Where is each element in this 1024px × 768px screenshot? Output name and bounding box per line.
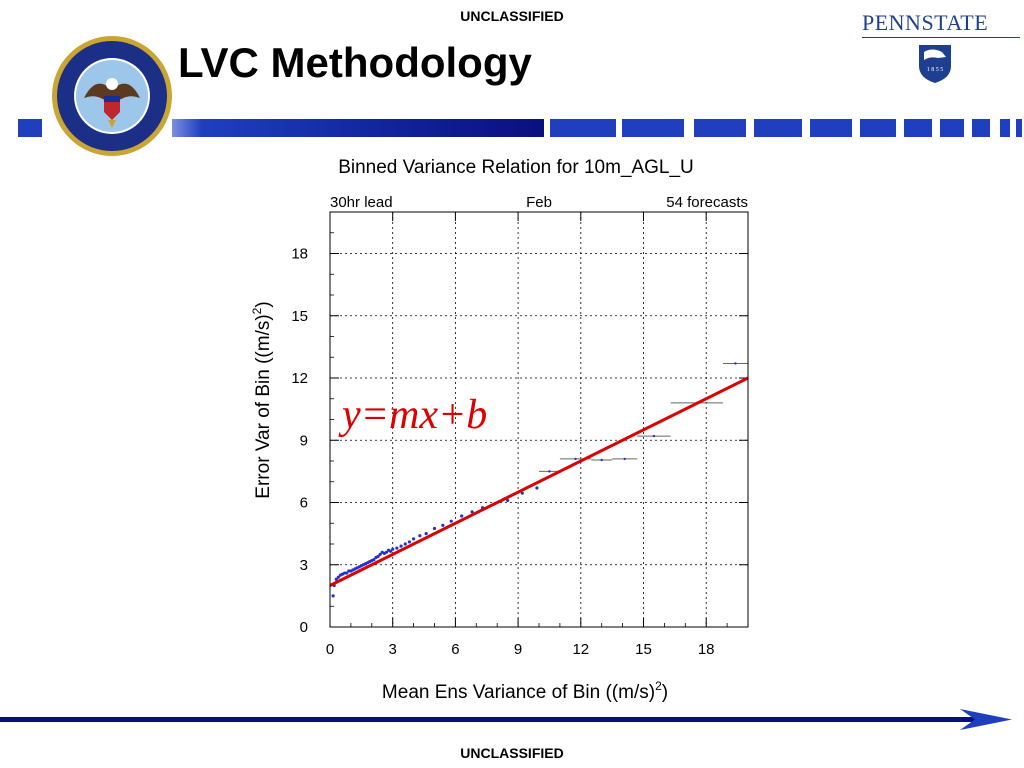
- x-tick-label: 15: [635, 641, 652, 658]
- data-point: [372, 557, 376, 562]
- y-axis-label: Error Var of Bin ((m/s)2): [250, 301, 274, 498]
- bin-point: [574, 457, 577, 461]
- y-tick-label: 18: [291, 246, 308, 263]
- data-point: [412, 537, 416, 541]
- data-point: [535, 486, 539, 490]
- slide-title: LVC Methodology: [178, 39, 532, 86]
- penn-state-year: 1 8 5 5: [927, 67, 944, 73]
- data-point: [407, 540, 412, 544]
- bin-point: [548, 470, 551, 473]
- plot-frame: [329, 211, 749, 628]
- grid-lines: [330, 212, 748, 627]
- chart-subtitle-left: 30hr lead: [330, 194, 393, 211]
- x-axis-label-main: Mean Ens Variance of Bin ((m/s): [382, 682, 655, 703]
- x-tick-label: 0: [326, 641, 334, 658]
- penn-state-wordmark: PENNSTATE: [862, 10, 989, 35]
- x-tick-label: 3: [389, 641, 397, 658]
- y-tick-label: 12: [291, 370, 308, 387]
- data-point: [399, 544, 403, 548]
- data-point: [424, 532, 428, 536]
- data-point: [506, 498, 510, 503]
- penn-state-logo: PENNSTATE 1 8 5 5: [862, 12, 1022, 88]
- x-tick-label: 9: [514, 641, 522, 658]
- data-point: [334, 577, 338, 581]
- data-point: [441, 523, 445, 527]
- x-axis-label-sup: 2: [655, 679, 662, 693]
- data-point: [384, 550, 389, 554]
- data-point: [378, 552, 382, 556]
- chart-title: Binned Variance Relation for 10m_AGL_U: [338, 157, 694, 178]
- data-point: [391, 547, 395, 551]
- y-tick-label: 6: [300, 495, 308, 512]
- y-tick-label: 3: [300, 557, 308, 574]
- bin-point: [600, 458, 603, 462]
- data-point: [389, 549, 393, 553]
- data-point: [336, 575, 340, 579]
- fit-line-group: [329, 376, 749, 587]
- chart-subtitle-center: Feb: [526, 194, 552, 211]
- bin-point: [623, 457, 626, 461]
- y-axis-label-end: ): [253, 301, 274, 307]
- y-axis-label-main: Error Var of Bin ((m/s): [253, 314, 274, 498]
- fit-line: [329, 376, 749, 587]
- data-point: [395, 546, 399, 550]
- bin-point: [734, 362, 737, 365]
- data-point: [470, 510, 474, 514]
- data-points: [331, 486, 539, 598]
- x-axis-label: Mean Ens Variance of Bin ((m/s)2): [382, 679, 668, 703]
- y-tick-label: 15: [291, 308, 308, 325]
- x-tick-label: 18: [698, 641, 715, 658]
- data-point: [432, 526, 437, 531]
- data-point: [449, 519, 453, 523]
- binned-variance-chart: Binned Variance Relation for 10m_AGL_U 3…: [250, 157, 749, 703]
- nittany-lion-shield-icon: 1 8 5 5: [919, 45, 951, 83]
- bin-point: [652, 434, 656, 438]
- classification-banner-bottom: UNCLASSIFIED: [460, 745, 564, 761]
- x-axis-label-end: ): [662, 682, 668, 703]
- data-point: [345, 571, 349, 575]
- axis-ticks: 0 3 6 9 12 15 18 0 3 6 9 12 15 18: [291, 212, 748, 658]
- x-tick-label: 6: [451, 641, 459, 658]
- chart-subtitle-right: 54 forecasts: [666, 194, 748, 211]
- data-point: [403, 542, 407, 546]
- x-tick-label: 12: [572, 641, 589, 658]
- data-point: [331, 594, 335, 598]
- y-tick-label: 9: [300, 432, 308, 449]
- header-divider-band: [18, 119, 1022, 137]
- classification-banner-top: UNCLASSIFIED: [460, 8, 564, 24]
- data-point: [520, 491, 524, 495]
- data-point: [376, 554, 380, 559]
- fit-equation-label: y=mx+b: [338, 392, 487, 438]
- y-axis-label-sup: 2: [250, 307, 264, 314]
- footer-arrow: [0, 709, 1012, 730]
- data-point: [460, 514, 464, 518]
- data-point: [418, 534, 422, 538]
- penn-state-rule: [862, 37, 1020, 38]
- dtra-seal-logo: [50, 34, 174, 158]
- y-tick-label: 0: [300, 619, 308, 636]
